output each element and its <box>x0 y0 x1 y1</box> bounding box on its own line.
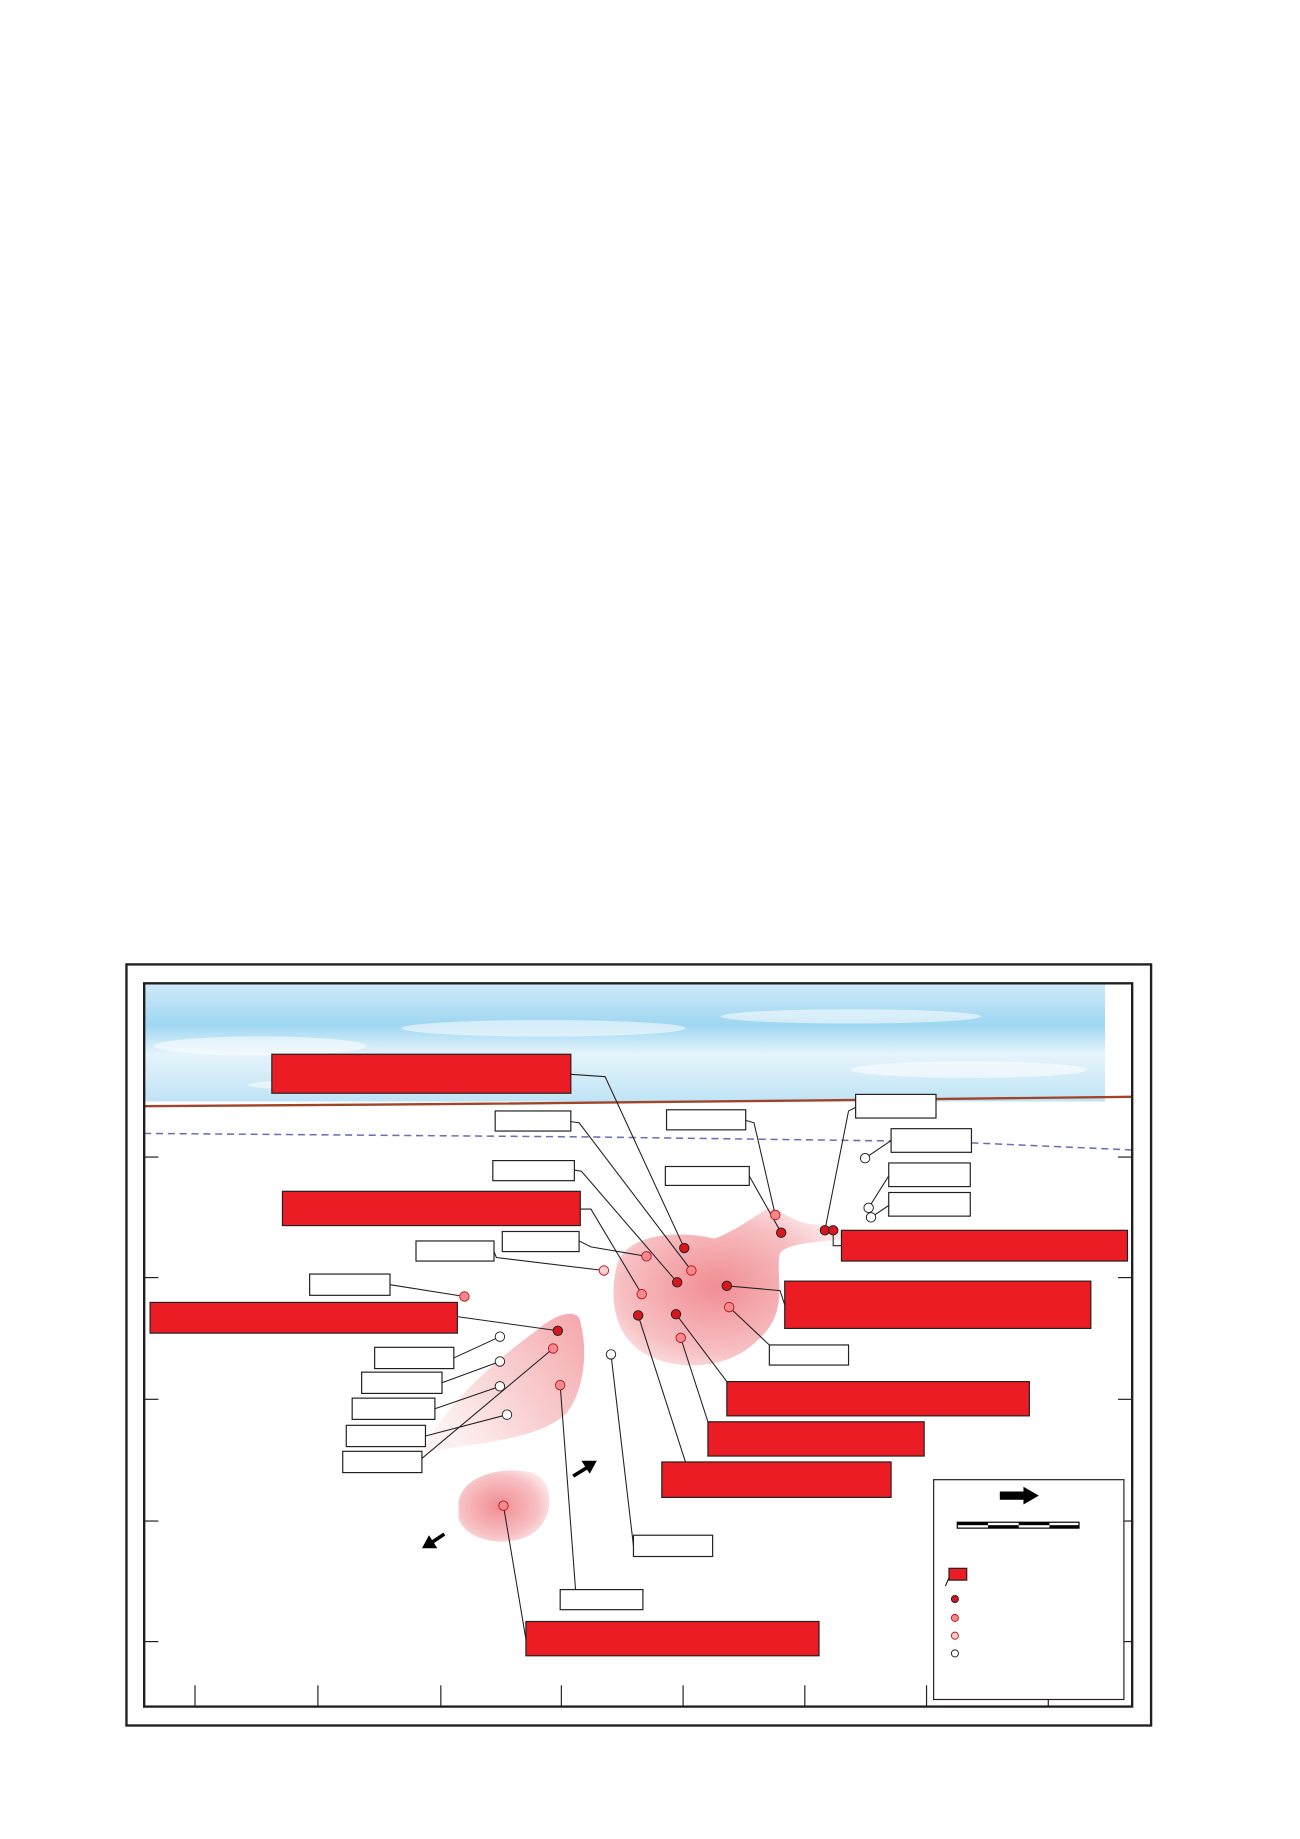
direction-arrows <box>421 1460 597 1549</box>
clouds <box>153 1009 1088 1093</box>
legend <box>933 1479 1125 1701</box>
inner-frame <box>143 982 1134 1708</box>
hole-labels <box>309 1093 973 1611</box>
result-boxes <box>149 1053 1129 1657</box>
zone-west <box>425 1313 585 1452</box>
leaders <box>389 1073 892 1640</box>
drill-points <box>459 1153 877 1511</box>
topography <box>144 1095 1133 1108</box>
